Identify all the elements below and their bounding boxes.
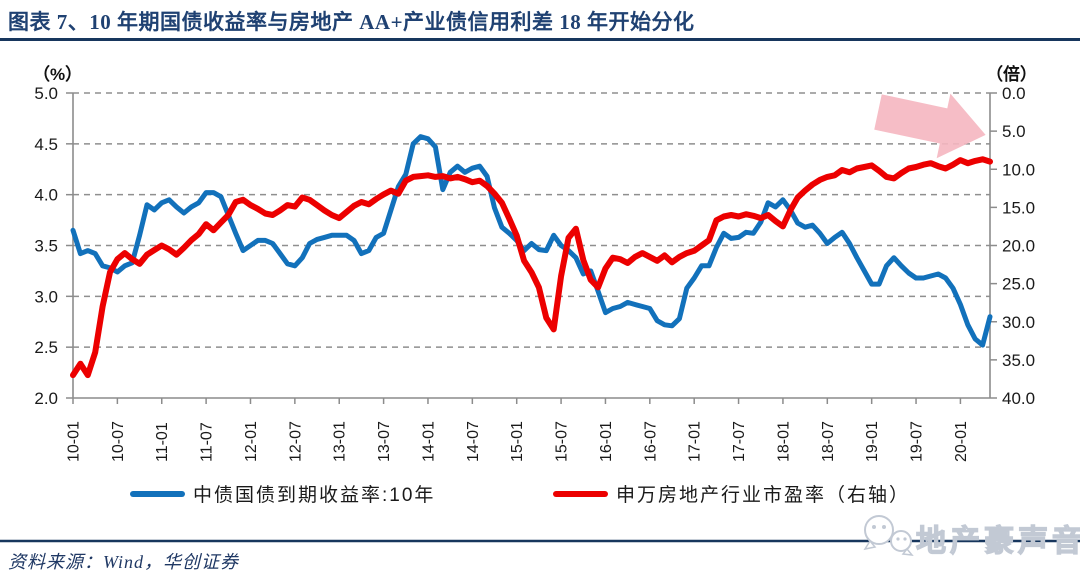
legend-swatch-blue bbox=[130, 490, 185, 497]
chart-legend: 中债国债到期收益率:10年 申万房地产行业市盈率（右轴） bbox=[0, 480, 1080, 506]
svg-text:17-07: 17-07 bbox=[731, 421, 748, 462]
svg-text:15-01: 15-01 bbox=[509, 421, 526, 462]
svg-text:14-07: 14-07 bbox=[465, 421, 482, 462]
svg-text:30.0: 30.0 bbox=[1002, 313, 1035, 332]
svg-text:5.0: 5.0 bbox=[1002, 122, 1026, 141]
svg-text:17-01: 17-01 bbox=[687, 421, 704, 462]
svg-text:40.0: 40.0 bbox=[1002, 389, 1035, 408]
svg-text:18-07: 18-07 bbox=[820, 421, 837, 462]
svg-text:20-01: 20-01 bbox=[953, 421, 970, 462]
svg-text:11-07: 11-07 bbox=[199, 422, 216, 462]
trend-arrow bbox=[874, 93, 986, 159]
legend-swatch-red bbox=[553, 490, 608, 497]
legend-item-realestate-pe: 申万房地产行业市盈率（右轴） bbox=[553, 480, 910, 507]
title-rule bbox=[0, 38, 1080, 41]
svg-text:15-07: 15-07 bbox=[554, 421, 571, 462]
svg-text:19-01: 19-01 bbox=[864, 421, 881, 462]
left-axis-unit: （%） bbox=[33, 65, 83, 84]
source-note: 资料来源：Wind，华创证券 bbox=[8, 552, 240, 572]
chart-title: 图表 7、10 年期国债收益率与房地产 AA+产业债信用利差 18 年开始分化 bbox=[8, 10, 695, 34]
svg-text:16-07: 16-07 bbox=[642, 421, 659, 462]
svg-text:3.5: 3.5 bbox=[34, 237, 58, 256]
svg-text:20.0: 20.0 bbox=[1002, 237, 1035, 256]
svg-text:18-01: 18-01 bbox=[775, 421, 792, 462]
svg-text:11-01: 11-01 bbox=[154, 422, 171, 462]
legend-label: 中债国债到期收益率:10年 bbox=[193, 485, 436, 506]
svg-text:3.0: 3.0 bbox=[34, 287, 58, 306]
svg-text:13-01: 13-01 bbox=[332, 421, 349, 462]
svg-text:35.0: 35.0 bbox=[1002, 351, 1035, 370]
watermark: 地产豪声音 bbox=[863, 515, 1080, 559]
svg-text:10-07: 10-07 bbox=[110, 421, 127, 462]
svg-text:4.0: 4.0 bbox=[34, 186, 58, 205]
axes: 5.0 4.5 4.0 3.5 3.0 2.5 2.0 0.0 5.0 10.0 15.0 20.0 2… bbox=[34, 84, 1035, 462]
svg-text:2.0: 2.0 bbox=[34, 389, 58, 408]
data-series bbox=[70, 134, 993, 379]
svg-text:14-01: 14-01 bbox=[420, 421, 437, 462]
svg-text:10-01: 10-01 bbox=[66, 421, 83, 462]
right-axis-unit: （倍） bbox=[986, 65, 1037, 84]
svg-text:0.0: 0.0 bbox=[1002, 84, 1026, 103]
svg-text:15.0: 15.0 bbox=[1002, 198, 1035, 217]
watermark-text: 地产豪声音 bbox=[916, 524, 1080, 558]
svg-text:12-07: 12-07 bbox=[287, 421, 304, 462]
legend-item-govbond-yield: 中债国债到期收益率:10年 bbox=[130, 480, 435, 507]
svg-text:12-01: 12-01 bbox=[243, 421, 260, 462]
svg-text:2.5: 2.5 bbox=[34, 338, 58, 357]
svg-text:19-07: 19-07 bbox=[909, 421, 926, 462]
svg-text:4.5: 4.5 bbox=[34, 135, 58, 154]
svg-text:13-07: 13-07 bbox=[376, 421, 393, 462]
gridlines bbox=[73, 92, 990, 348]
svg-text:10.0: 10.0 bbox=[1002, 160, 1035, 179]
legend-label: 申万房地产行业市盈率（右轴） bbox=[616, 485, 911, 506]
svg-text:16-01: 16-01 bbox=[598, 421, 615, 462]
svg-text:5.0: 5.0 bbox=[34, 84, 58, 103]
wechat-icon bbox=[863, 515, 914, 556]
svg-text:25.0: 25.0 bbox=[1002, 275, 1035, 294]
